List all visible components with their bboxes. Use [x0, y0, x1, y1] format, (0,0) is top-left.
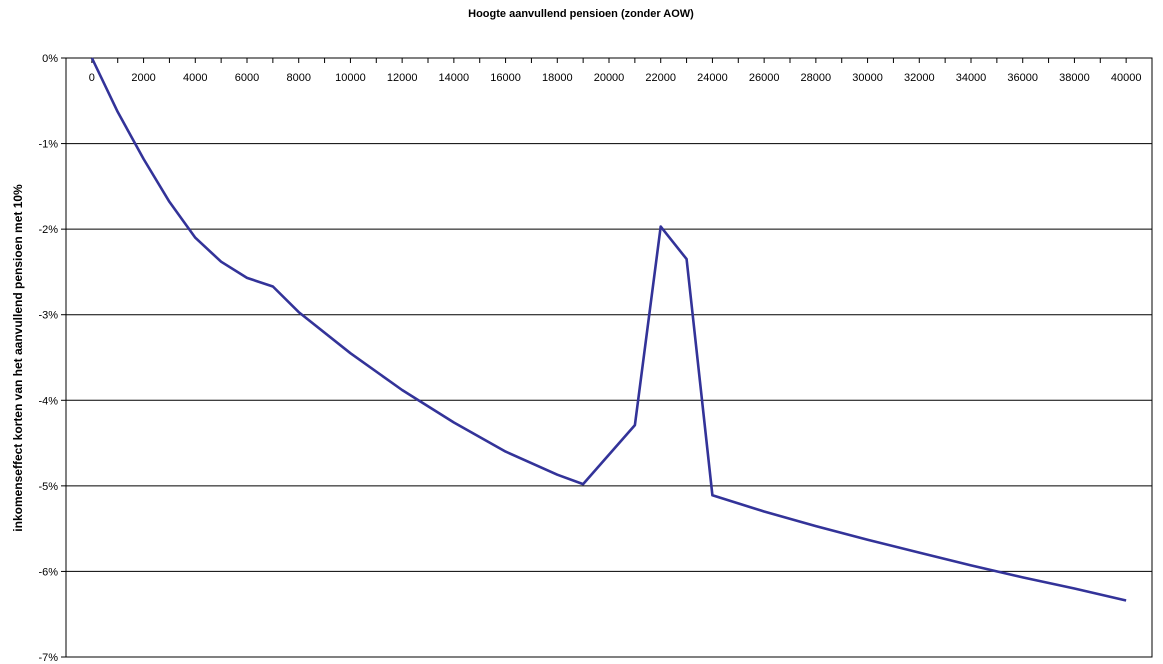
y-tick-label-2: -2% — [38, 224, 58, 236]
x-tick-label-1: 2000 — [131, 72, 155, 84]
y-tick-label-5: -5% — [38, 481, 58, 493]
x-tick-label-14: 28000 — [801, 72, 832, 84]
x-tick-label-16: 32000 — [904, 72, 935, 84]
y-tick-label-1: -1% — [38, 139, 58, 151]
y-tick-label-7: -7% — [38, 652, 58, 664]
x-tick-label-8: 16000 — [490, 72, 521, 84]
x-tick-label-17: 34000 — [956, 72, 987, 84]
x-tick-label-10: 20000 — [594, 72, 625, 84]
y-axis-label: inkomenseffect korten van het aanvullend… — [11, 184, 25, 532]
x-tick-label-12: 24000 — [697, 72, 728, 84]
chart-title: Hoogte aanvullend pensioen (zonder AOW) — [468, 8, 694, 20]
series-line-0 — [90, 57, 1127, 602]
x-tick-label-3: 6000 — [235, 72, 259, 84]
x-tick-label-9: 18000 — [542, 72, 573, 84]
plot-border — [65, 57, 1153, 658]
x-tick-label-4: 8000 — [286, 72, 310, 84]
x-tick-label-7: 14000 — [439, 72, 470, 84]
x-tick-label-20: 40000 — [1111, 72, 1142, 84]
plot-area: 0% -1% -2% -3% -4% -5% -6% -7% 0 2000 4000 6000 8000… — [38, 53, 1153, 664]
x-tick-label-2: 4000 — [183, 72, 207, 84]
x-tick-label-11: 22000 — [645, 72, 676, 84]
y-tick-label-0: 0% — [42, 53, 58, 65]
x-tick-label-13: 26000 — [749, 72, 780, 84]
x-tick-label-15: 30000 — [852, 72, 883, 84]
x-tick-label-5: 10000 — [335, 72, 366, 84]
x-tick-label-6: 12000 — [387, 72, 418, 84]
x-tick-label-0: 0 — [89, 72, 95, 84]
y-tick-label-4: -4% — [38, 395, 58, 407]
y-tick-label-3: -3% — [38, 310, 58, 322]
y-tick-label-6: -6% — [38, 566, 58, 578]
x-tick-label-18: 36000 — [1007, 72, 1038, 84]
x-tick-label-19: 38000 — [1059, 72, 1090, 84]
